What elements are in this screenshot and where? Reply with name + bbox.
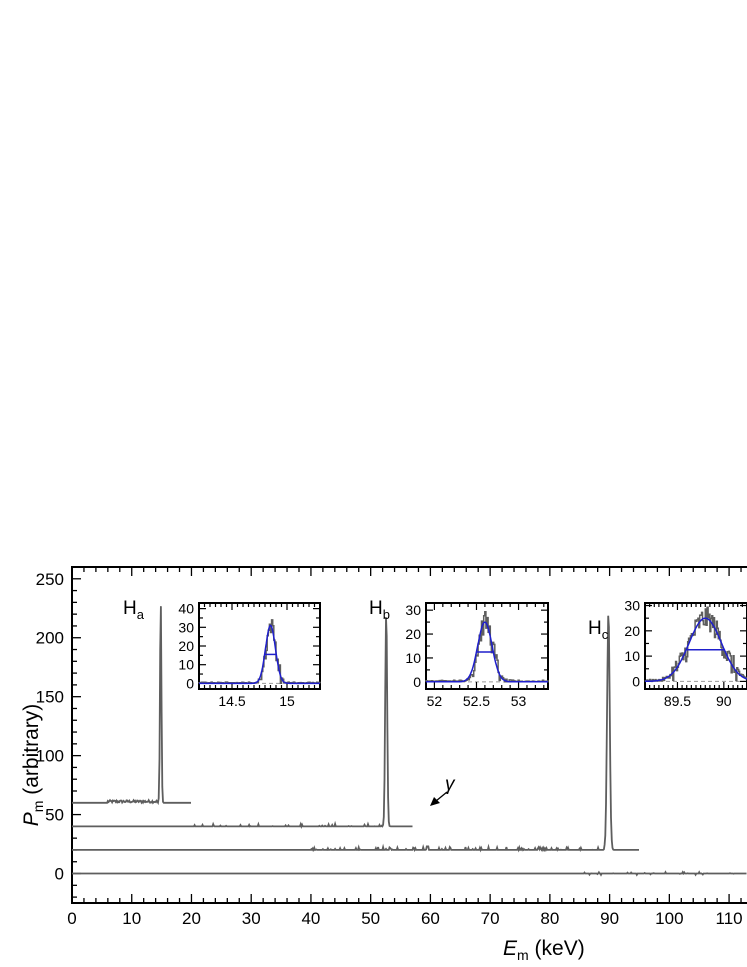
inset-y-tick-label: 0 [186, 675, 194, 691]
inset-x-tick-label: 90 [716, 693, 732, 709]
inset-y-tick-label: 30 [178, 619, 194, 635]
series-line-1 [72, 617, 413, 829]
gamma-label: γ [445, 774, 456, 795]
x-tick-label: 20 [182, 909, 201, 928]
inset-1: 52 52.5 53 0 10 20 30 [405, 602, 549, 709]
main-plot-frame [71, 566, 747, 904]
insets: 14.5 15 0 10 20 30 40 52 52.5 53 0 10 20 30 89.5 90 0 10 2… [178, 598, 747, 709]
labels: Em (keV) Pm (arbitrary) Ha Hb Hc γ [20, 598, 609, 963]
y-tick-label: 100 [36, 747, 64, 766]
y-tick-label: 50 [45, 806, 64, 825]
x-tick-label: 60 [421, 909, 440, 928]
series-line-2 [72, 615, 639, 853]
inset-2: 89.5 90 0 10 20 30 [624, 598, 747, 709]
inset-frame [425, 602, 549, 690]
x-tick-label: 50 [361, 909, 380, 928]
peak-label-a: Ha [123, 598, 145, 622]
inset-x-tick-label: 52.5 [463, 693, 490, 709]
inset-fit-curve [199, 624, 320, 685]
inset-frame [644, 602, 747, 690]
main-data [72, 606, 747, 877]
inset-y-tick-label: 20 [405, 626, 421, 642]
inset-y-tick-label: 20 [178, 638, 194, 654]
x-tick-label: 40 [301, 909, 320, 928]
series-line-3 [72, 870, 747, 877]
gamma-arrow [430, 791, 448, 806]
x-tick-label: 0 [67, 909, 76, 928]
inset-0: 14.5 15 0 10 20 30 40 [178, 601, 321, 709]
inset-y-tick-label: 0 [632, 673, 640, 689]
inset-y-tick-label: 10 [624, 648, 640, 664]
inset-y-tick-label: 10 [178, 657, 194, 673]
x-tick-label: 70 [481, 909, 500, 928]
inset-y-tick-label: 30 [624, 598, 640, 614]
y-tick-label: 200 [36, 629, 64, 648]
inset-fit-curve [645, 617, 747, 683]
y-tick-label: 150 [36, 688, 64, 707]
series-line-0 [72, 606, 191, 806]
x-tick-label: 110 [716, 909, 743, 928]
inset-x-tick-label: 53 [511, 693, 527, 709]
inset-y-tick-label: 40 [178, 601, 194, 617]
y-tick-label: 250 [36, 570, 64, 589]
inset-y-tick-label: 20 [624, 623, 640, 639]
inset-y-tick-label: 0 [413, 674, 421, 690]
x-axis-title: Em (keV) [503, 937, 585, 963]
inset-x-tick-label: 52 [427, 693, 443, 709]
inset-x-tick-label: 15 [279, 693, 295, 709]
inset-x-tick-label: 14.5 [218, 693, 245, 709]
x-tick-label: 80 [540, 909, 559, 928]
x-tick-label: 90 [600, 909, 619, 928]
inset-y-tick-label: 30 [405, 602, 421, 618]
x-tick-label: 10 [122, 909, 141, 928]
inset-fit-curve [426, 621, 548, 683]
inset-y-tick-label: 10 [405, 650, 421, 666]
x-tick-label: 100 [655, 909, 683, 928]
inset-frame [198, 602, 321, 690]
y-tick-label: 0 [55, 865, 64, 884]
x-tick-label: 30 [242, 909, 261, 928]
inset-data [198, 619, 321, 685]
inset-x-tick-label: 89.5 [664, 693, 691, 709]
peak-label-c: Hc [588, 618, 609, 642]
peak-label-b: Hb [369, 598, 390, 622]
y-axis-title: Pm (arbitrary) [20, 704, 46, 827]
inset-data [644, 606, 747, 683]
